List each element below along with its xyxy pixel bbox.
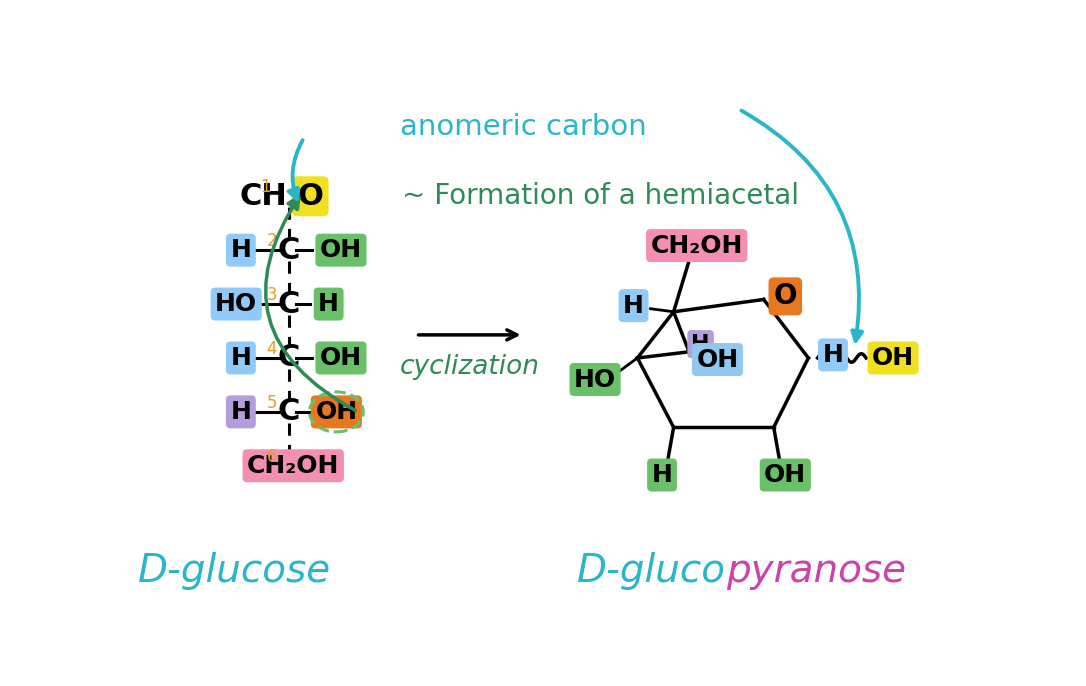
Text: H: H: [692, 334, 710, 354]
Text: 6: 6: [266, 447, 277, 466]
Text: H: H: [230, 346, 251, 370]
Text: CH₂OH: CH₂OH: [247, 453, 340, 477]
FancyArrowPatch shape: [742, 110, 862, 341]
Text: 1: 1: [261, 178, 270, 196]
Text: pyranose: pyranose: [725, 552, 906, 589]
Text: 2: 2: [266, 232, 277, 250]
Text: 3: 3: [266, 286, 277, 304]
Text: C: C: [277, 236, 300, 265]
Text: H: H: [822, 343, 844, 367]
Text: O: O: [298, 182, 324, 211]
Text: D-gluco: D-gluco: [577, 552, 725, 589]
Text: H: H: [318, 292, 339, 316]
Text: D-glucose: D-glucose: [138, 552, 331, 589]
Text: ~ Formation of a hemiacetal: ~ Formation of a hemiacetal: [402, 182, 799, 211]
Text: anomeric carbon: anomeric carbon: [400, 113, 647, 141]
FancyArrowPatch shape: [289, 140, 303, 199]
Text: OH: OH: [872, 346, 914, 370]
Text: C: C: [277, 344, 300, 372]
Text: H: H: [623, 294, 644, 318]
Text: cyclization: cyclization: [400, 354, 540, 380]
Text: C: C: [277, 289, 300, 318]
FancyArrowPatch shape: [266, 198, 355, 410]
Text: OH: OH: [320, 346, 362, 370]
Text: 5: 5: [266, 394, 277, 412]
Text: H: H: [652, 463, 672, 487]
Text: OH: OH: [315, 400, 357, 424]
Text: H: H: [230, 238, 251, 262]
Text: H: H: [230, 400, 251, 424]
Text: HO: HO: [574, 368, 616, 392]
Text: CH₂OH: CH₂OH: [651, 233, 743, 257]
Text: C: C: [277, 397, 300, 427]
Text: CH: CH: [239, 182, 287, 211]
Text: HO: HO: [215, 292, 257, 316]
Text: OH: OH: [765, 463, 806, 487]
Text: 4: 4: [266, 340, 277, 357]
Text: OH: OH: [320, 238, 362, 262]
Text: OH: OH: [696, 348, 738, 372]
Text: O: O: [773, 283, 797, 310]
